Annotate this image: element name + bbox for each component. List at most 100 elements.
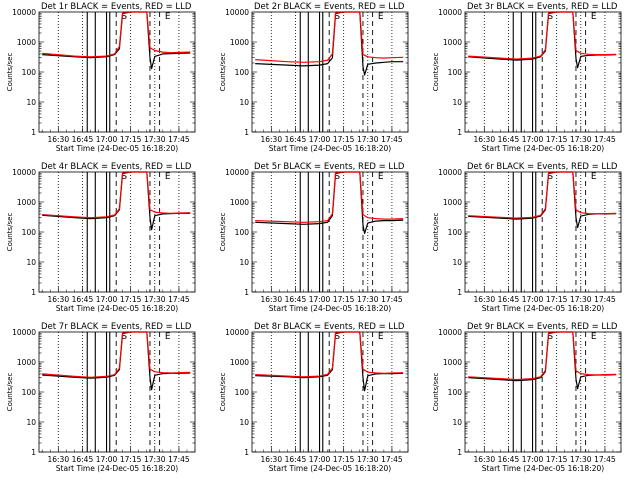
y-tick-label: 1 xyxy=(457,288,462,297)
y-axis-label: Counts/sec xyxy=(432,213,440,252)
plot-frame xyxy=(251,11,409,133)
chart-title: Det 6r BLACK = Events, RED = LLD xyxy=(467,162,618,172)
annotation-s: S xyxy=(121,12,127,22)
annotation-s: S xyxy=(547,332,553,342)
plot-frame xyxy=(38,331,196,453)
x-tick-label: 17:00 xyxy=(522,135,544,144)
y-tick-label: 10000 xyxy=(12,8,36,17)
annotation-s: S xyxy=(121,332,127,342)
x-tick-label: 17:15 xyxy=(546,135,568,144)
x-tick-label: 17:30 xyxy=(570,295,592,304)
y-tick-label: 1000 xyxy=(443,38,462,47)
x-tick-label: 16:30 xyxy=(260,135,282,144)
annotation-e: E xyxy=(591,172,597,182)
y-tick-label: 1000 xyxy=(17,38,36,47)
detector-panel-6: Det 6r BLACK = Events, RED = LLD 1 10 100 10… xyxy=(432,162,622,313)
y-tick-label: 100 xyxy=(22,68,37,77)
detector-panel-4: Det 4r BLACK = Events, RED = LLD 1 10 100 10… xyxy=(6,162,196,313)
x-axis-label: Start Time (24-Dec-05 16:18:20) xyxy=(56,304,178,313)
lld-series-line xyxy=(468,331,617,381)
y-tick-label: 10000 xyxy=(438,328,462,337)
y-axis-label: Counts/sec xyxy=(6,213,14,252)
lld-series-line xyxy=(255,11,404,63)
x-tick-label: 17:45 xyxy=(594,135,616,144)
x-tick-label: 17:15 xyxy=(120,455,142,464)
annotation-e: E xyxy=(378,172,384,182)
annotation-e: E xyxy=(165,172,171,182)
y-tick-label: 10000 xyxy=(225,8,249,17)
y-tick-label: 10000 xyxy=(225,168,249,177)
y-tick-label: 10 xyxy=(452,98,462,107)
y-tick-label: 100 xyxy=(448,228,463,237)
y-tick-label: 1000 xyxy=(230,358,249,367)
x-tick-label: 17:30 xyxy=(144,295,166,304)
y-tick-label: 1000 xyxy=(443,358,462,367)
plot-frame xyxy=(38,171,196,293)
y-axis-label: Counts/sec xyxy=(432,53,440,92)
detector-panel-5: Det 5r BLACK = Events, RED = LLD 1 10 100 10… xyxy=(219,162,409,313)
y-tick-label: 10 xyxy=(239,258,249,267)
y-tick-label: 1 xyxy=(244,288,249,297)
x-tick-label: 17:45 xyxy=(381,135,403,144)
chart-title: Det 3r BLACK = Events, RED = LLD xyxy=(467,2,618,12)
chart-title: Det 4r BLACK = Events, RED = LLD xyxy=(41,162,192,172)
x-tick-label: 16:45 xyxy=(498,135,520,144)
x-tick-label: 17:15 xyxy=(333,455,355,464)
annotation-e: E xyxy=(165,12,171,22)
x-tick-label: 17:15 xyxy=(120,135,142,144)
lld-series-line xyxy=(42,171,191,219)
detector-panel-3: Det 3r BLACK = Events, RED = LLD 1 10 100 10… xyxy=(432,2,622,153)
x-tick-label: 16:30 xyxy=(473,135,495,144)
x-tick-label: 17:15 xyxy=(546,455,568,464)
x-tick-label: 16:30 xyxy=(260,455,282,464)
y-tick-label: 100 xyxy=(22,228,37,237)
x-tick-label: 17:30 xyxy=(570,135,592,144)
x-tick-label: 17:15 xyxy=(546,295,568,304)
x-axis-label: Start Time (24-Dec-05 16:18:20) xyxy=(269,304,391,313)
y-axis-label: Counts/sec xyxy=(6,53,14,92)
x-tick-label: 17:00 xyxy=(522,295,544,304)
x-tick-label: 17:00 xyxy=(96,135,118,144)
plot-frame xyxy=(251,331,409,453)
x-tick-label: 17:45 xyxy=(381,295,403,304)
x-tick-label: 17:30 xyxy=(357,455,379,464)
chart-title: Det 2r BLACK = Events, RED = LLD xyxy=(254,2,405,12)
x-tick-label: 17:30 xyxy=(357,135,379,144)
y-tick-label: 1 xyxy=(31,288,36,297)
annotation-s: S xyxy=(121,172,127,182)
plot-frame xyxy=(251,171,409,293)
x-tick-label: 17:00 xyxy=(309,295,331,304)
annotation-e: E xyxy=(378,332,384,342)
x-tick-label: 16:45 xyxy=(72,135,94,144)
y-tick-label: 10 xyxy=(26,98,36,107)
x-tick-label: 16:30 xyxy=(473,295,495,304)
y-tick-label: 1 xyxy=(31,128,36,137)
plot-frame xyxy=(38,11,196,133)
y-axis-label: Counts/sec xyxy=(219,53,227,92)
chart-title: Det 5r BLACK = Events, RED = LLD xyxy=(254,162,405,172)
y-tick-label: 1 xyxy=(244,128,249,137)
y-tick-label: 100 xyxy=(235,68,250,77)
annotation-s: S xyxy=(334,12,340,22)
y-axis-label: Counts/sec xyxy=(219,373,227,412)
x-tick-label: 17:00 xyxy=(522,455,544,464)
y-tick-label: 10 xyxy=(239,418,249,427)
x-tick-label: 17:45 xyxy=(168,135,190,144)
x-tick-label: 16:45 xyxy=(72,295,94,304)
x-axis-label: Start Time (24-Dec-05 16:18:20) xyxy=(482,144,604,153)
y-tick-label: 1000 xyxy=(17,358,36,367)
plot-frame xyxy=(464,11,622,133)
x-tick-label: 17:45 xyxy=(168,455,190,464)
x-tick-label: 16:30 xyxy=(47,135,69,144)
y-axis-label: Counts/sec xyxy=(6,373,14,412)
y-tick-label: 10 xyxy=(239,98,249,107)
chart-title: Det 9r BLACK = Events, RED = LLD xyxy=(467,322,618,332)
y-tick-label: 100 xyxy=(448,68,463,77)
x-tick-label: 16:45 xyxy=(498,455,520,464)
annotation-s: S xyxy=(334,332,340,342)
x-tick-label: 17:45 xyxy=(594,455,616,464)
x-tick-label: 17:15 xyxy=(120,295,142,304)
x-tick-label: 16:45 xyxy=(285,135,307,144)
y-tick-label: 10000 xyxy=(12,328,36,337)
